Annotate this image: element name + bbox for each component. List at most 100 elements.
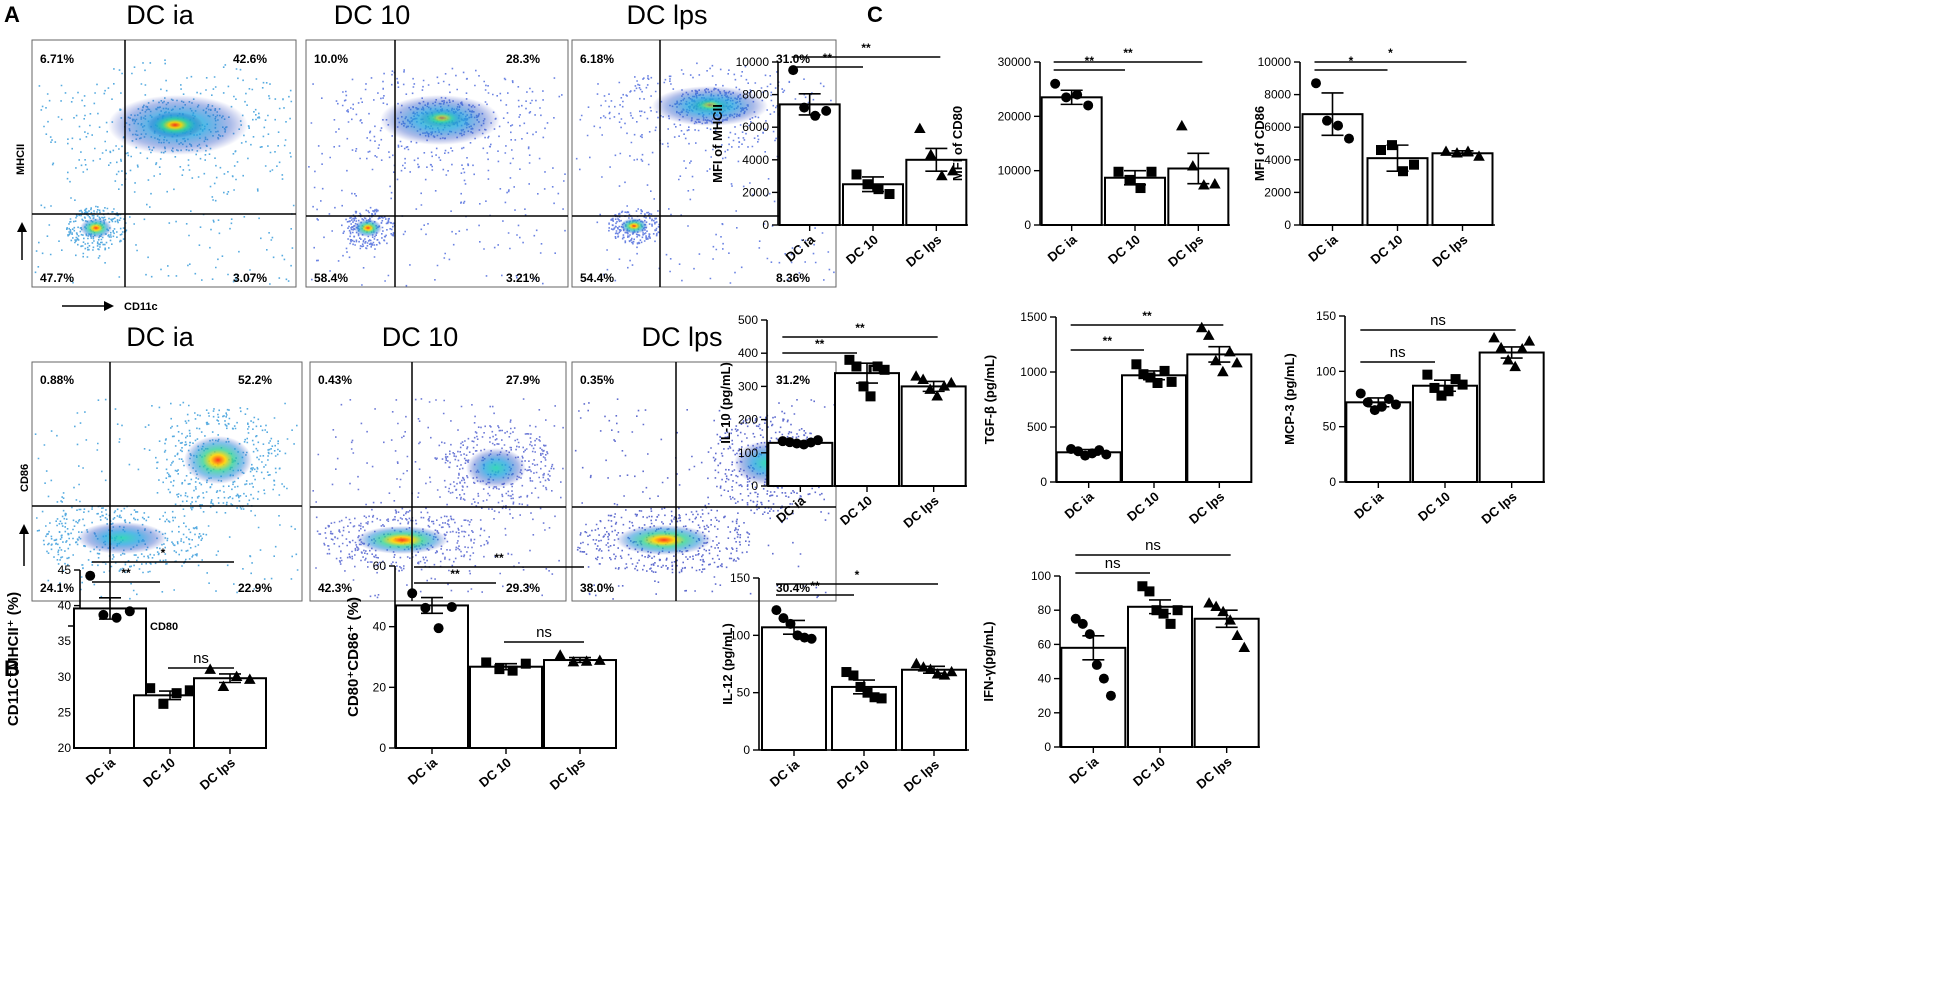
flow-title: DC lps bbox=[626, 0, 707, 30]
data-point-marker bbox=[1091, 659, 1102, 670]
event-scatter bbox=[34, 398, 299, 600]
data-point-marker bbox=[879, 364, 890, 375]
y-tick-label: 100 bbox=[738, 446, 758, 460]
data-point-marker bbox=[925, 148, 937, 160]
y-tick-label: 8000 bbox=[742, 88, 769, 102]
data-point-marker bbox=[938, 669, 951, 680]
data-point-marker bbox=[862, 687, 873, 698]
significance-label: * bbox=[1388, 46, 1393, 60]
data-point-marker bbox=[1061, 92, 1072, 103]
bar-chart-mfi-cd80: 0 10000 20000 30000 MFI of CD80 DC ia DC 10 DC … bbox=[950, 46, 1230, 270]
bar bbox=[543, 659, 617, 749]
data-point-marker bbox=[1203, 597, 1215, 608]
y-tick-label: 4000 bbox=[1264, 153, 1291, 167]
data-point-marker bbox=[1124, 174, 1135, 185]
y-tick-label: 40 bbox=[1038, 672, 1052, 686]
x-tick-label: DC 10 bbox=[843, 232, 881, 267]
y-tick-label: 1000 bbox=[1020, 365, 1047, 379]
data-point-marker bbox=[821, 105, 832, 116]
y-tick-label: 30000 bbox=[998, 55, 1032, 69]
y-tick-label: 0 bbox=[751, 479, 758, 493]
data-point-marker bbox=[1113, 166, 1124, 177]
data-point-marker bbox=[1231, 357, 1243, 368]
flow-title: DC ia bbox=[126, 0, 194, 30]
quadrant-value-ll: 38.0% bbox=[580, 581, 614, 595]
data-point-marker bbox=[872, 361, 883, 372]
y-tick-label: 8000 bbox=[1264, 88, 1291, 102]
bar bbox=[901, 668, 967, 752]
data-point-marker bbox=[1135, 183, 1146, 194]
data-point-marker bbox=[1322, 115, 1332, 126]
bar bbox=[1127, 605, 1193, 749]
x-tick-label: DC 10 bbox=[1124, 489, 1162, 524]
data-point-marker bbox=[844, 354, 855, 365]
data-point-marker bbox=[869, 692, 880, 703]
y-tick-label: 20 bbox=[1038, 706, 1052, 720]
x-tick-label: DC 10 bbox=[1415, 489, 1453, 524]
data-point-marker bbox=[1440, 145, 1452, 156]
event-scatter bbox=[312, 398, 564, 599]
quadrant-value-ur: 28.3% bbox=[506, 52, 540, 66]
significance-label: ns bbox=[1390, 344, 1406, 361]
data-point-marker bbox=[812, 435, 823, 446]
quadrant-value-ul: 0.35% bbox=[580, 373, 614, 387]
bar bbox=[778, 103, 841, 226]
y-tick-label: 500 bbox=[738, 313, 758, 327]
quadrant-value-lr: 29.3% bbox=[506, 581, 540, 595]
y-tick-label: 10000 bbox=[998, 164, 1032, 178]
bar bbox=[834, 372, 900, 487]
significance-label: ** bbox=[1123, 46, 1133, 60]
data-point-marker bbox=[917, 661, 930, 672]
data-point-marker bbox=[1172, 605, 1183, 616]
data-point-marker bbox=[884, 189, 895, 200]
flow-y-axis-label: MHCII bbox=[15, 144, 27, 175]
significance-label: ** bbox=[1142, 309, 1152, 323]
data-point-marker bbox=[1159, 365, 1170, 376]
x-tick-label: DC ia bbox=[83, 754, 119, 787]
x-tick-label: DC lps bbox=[1478, 489, 1519, 527]
data-point-marker bbox=[1210, 354, 1222, 366]
data-point-marker bbox=[785, 618, 796, 629]
bar bbox=[1040, 96, 1103, 226]
x-tick-label: DC ia bbox=[1066, 753, 1102, 786]
bar bbox=[900, 385, 967, 487]
y-tick-label: 40 bbox=[58, 599, 72, 613]
data-point-marker bbox=[1195, 321, 1208, 333]
data-point-marker bbox=[1422, 369, 1433, 380]
quadrant-value-ur: 31.0% bbox=[776, 52, 810, 66]
quadrant-value-lr: 22.9% bbox=[238, 581, 272, 595]
y-tick-label: 20 bbox=[373, 680, 387, 694]
quadrant-value-ll: 58.4% bbox=[314, 271, 348, 285]
y-tick-label: 0 bbox=[743, 743, 750, 757]
bar bbox=[767, 441, 834, 487]
y-axis-label: IFN-γ(pg/mL) bbox=[981, 621, 996, 701]
data-point-marker bbox=[594, 654, 606, 665]
data-point-marker bbox=[1202, 329, 1215, 340]
x-arrow-icon bbox=[62, 301, 114, 311]
data-point-marker bbox=[217, 680, 230, 691]
data-point-marker bbox=[1145, 372, 1156, 383]
bar bbox=[1193, 617, 1260, 748]
data-point-marker bbox=[554, 649, 566, 660]
data-point-marker bbox=[1231, 629, 1244, 641]
data-point-marker bbox=[1376, 145, 1386, 156]
bar bbox=[395, 604, 469, 750]
quadrant-value-ur: 52.2% bbox=[238, 373, 272, 387]
panel-label-b: B bbox=[4, 656, 20, 681]
significance-label: ns bbox=[1430, 312, 1446, 329]
y-tick-label: 0 bbox=[379, 741, 386, 755]
data-point-marker bbox=[855, 681, 866, 692]
data-point-marker bbox=[931, 390, 943, 401]
data-point-marker bbox=[1443, 386, 1454, 397]
y-tick-label: 2000 bbox=[742, 185, 769, 199]
significance-label: ** bbox=[450, 567, 460, 581]
data-point-marker bbox=[938, 380, 951, 391]
quadrant-value-ll: 54.4% bbox=[580, 271, 614, 285]
data-point-marker bbox=[507, 665, 518, 676]
data-point-marker bbox=[1495, 341, 1507, 353]
data-point-marker bbox=[1187, 160, 1199, 171]
data-point-marker bbox=[1502, 354, 1514, 365]
x-tick-label: DC lps bbox=[547, 755, 588, 793]
data-point-marker bbox=[1131, 359, 1142, 370]
